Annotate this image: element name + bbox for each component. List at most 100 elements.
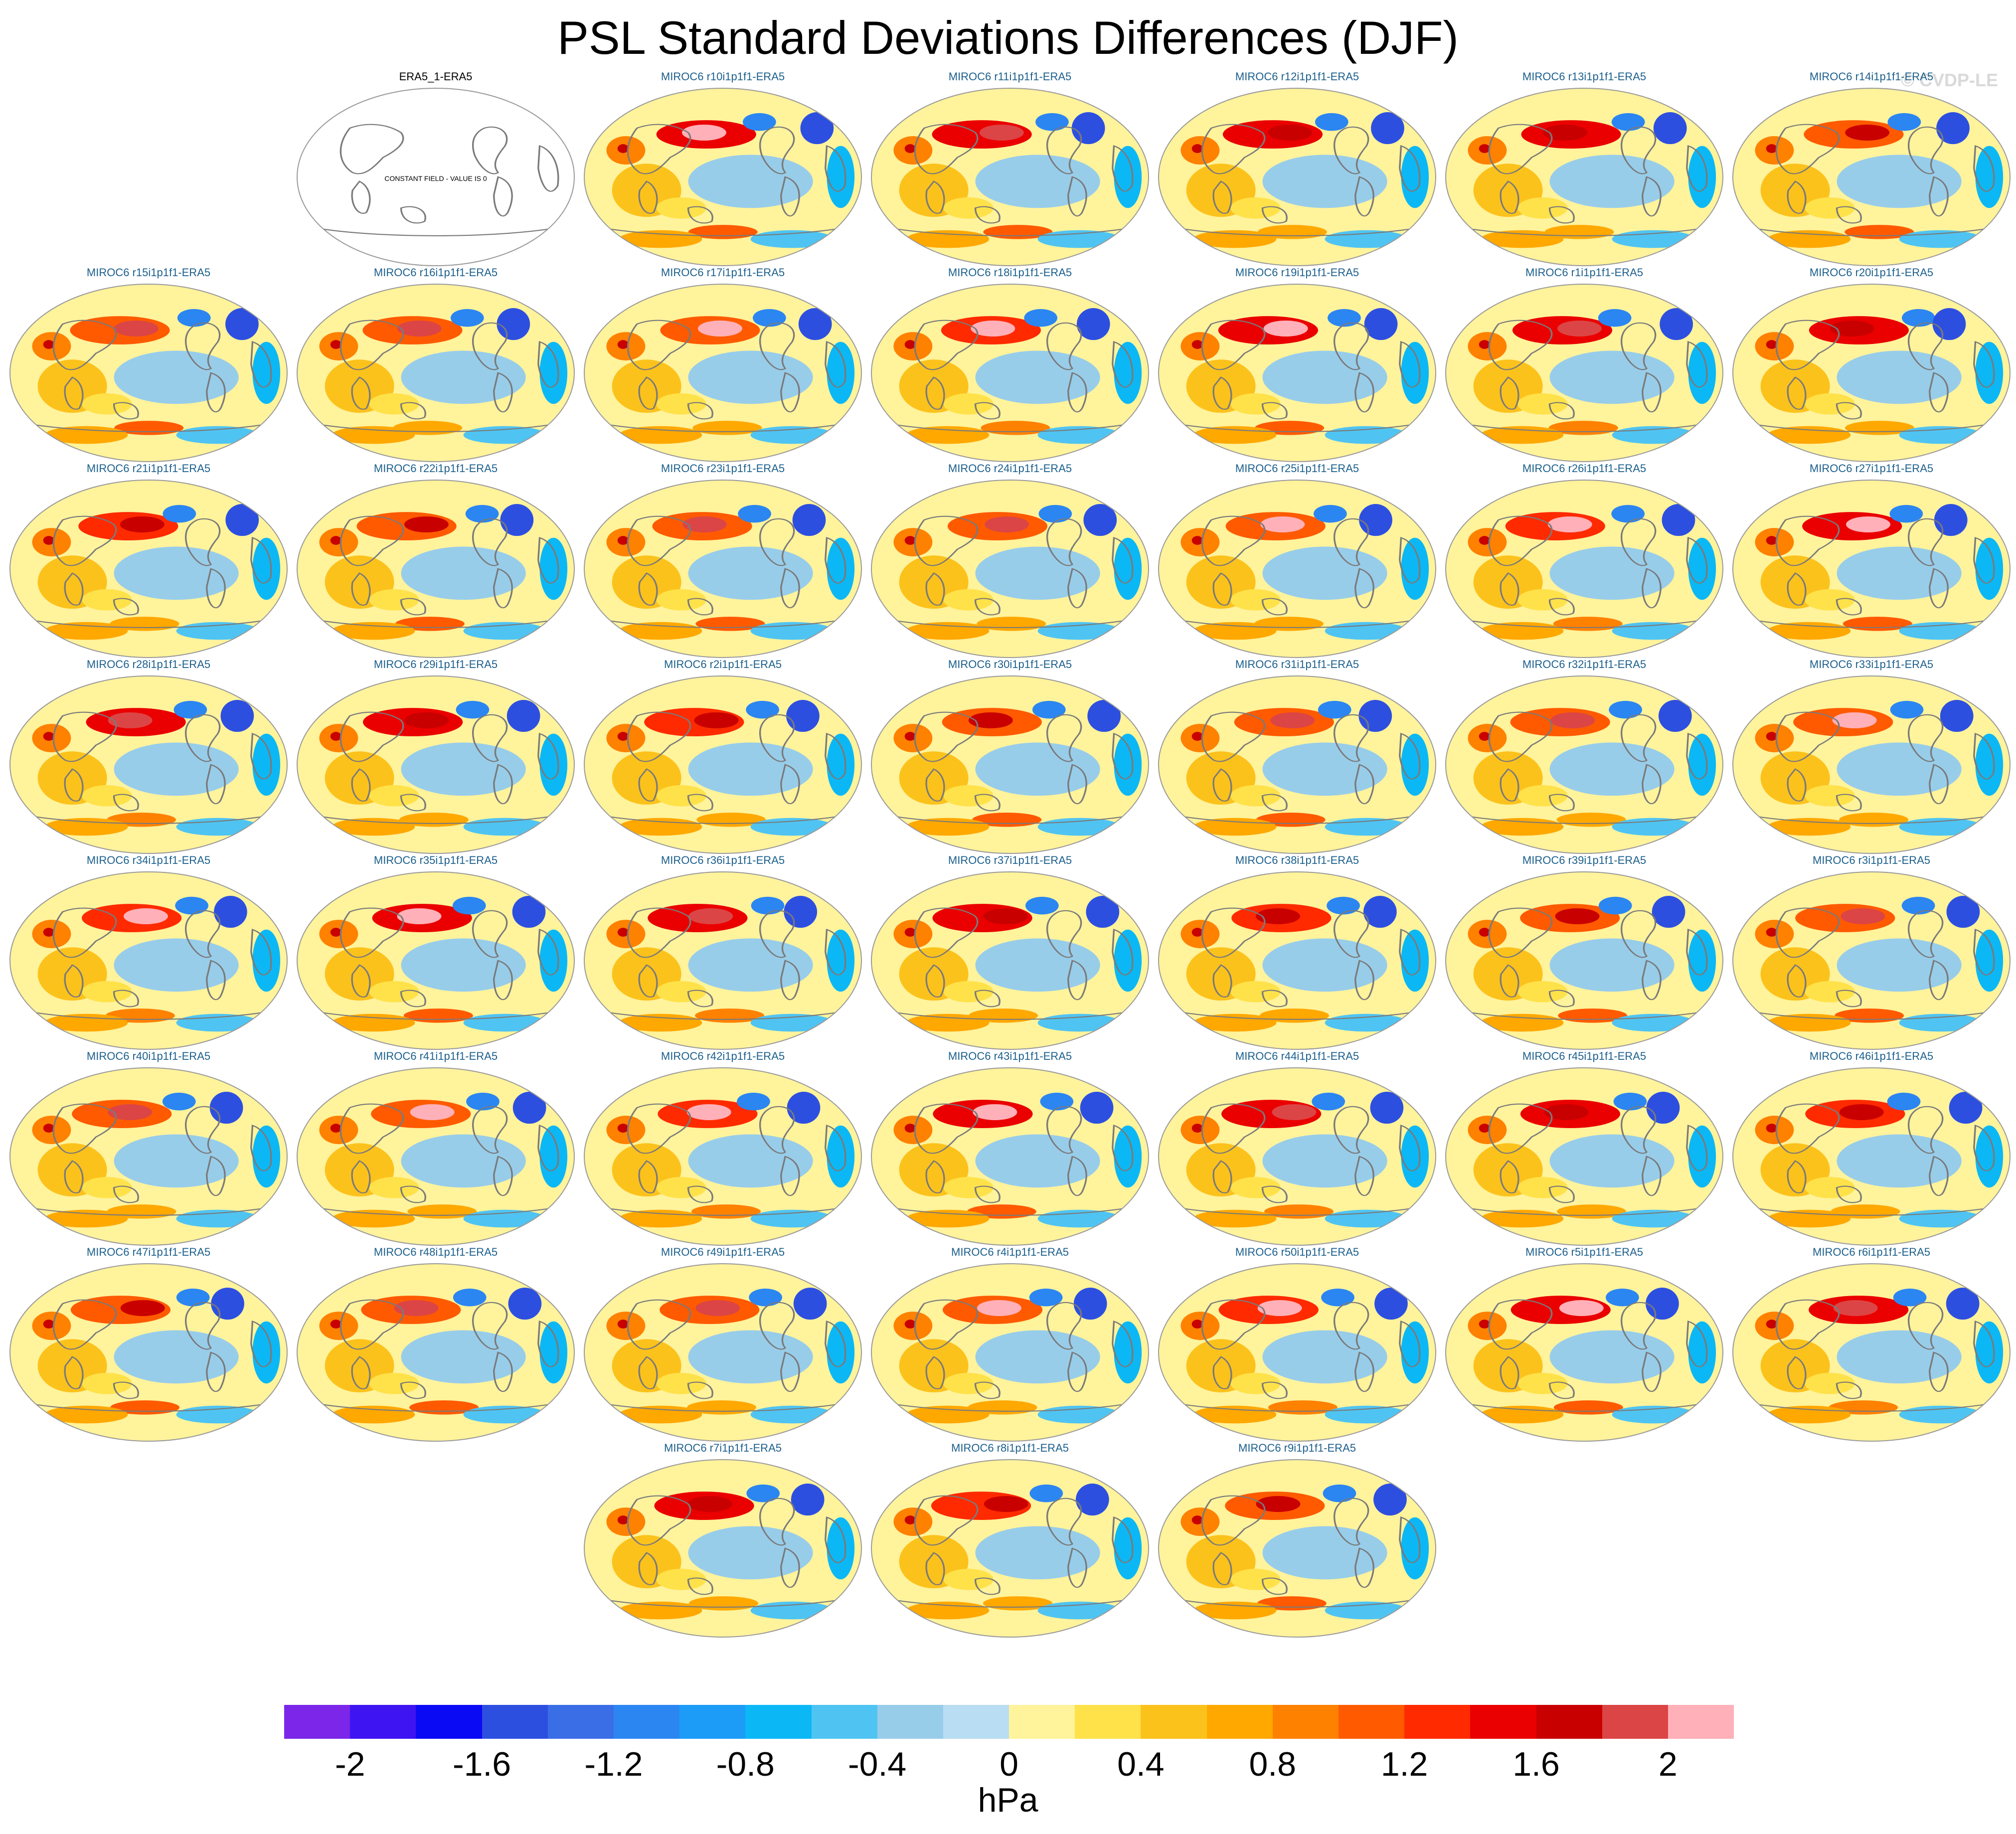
coastline (1165, 225, 1429, 236)
map-panel: MIROC6 r12i1p1f1-ERA5 (1158, 70, 1436, 266)
anomaly-contour (1839, 813, 1909, 827)
coastline (400, 1381, 426, 1399)
map-panel: MIROC6 r31i1p1f1-ERA5 (1158, 658, 1436, 854)
anomaly-contour (973, 1104, 1017, 1121)
coastline (1739, 813, 2004, 824)
coastline (1686, 929, 1708, 976)
coastline (974, 1577, 1001, 1595)
coastline (537, 145, 559, 192)
map-panel: MIROC6 r5i1p1f1-ERA5 (1445, 1246, 1723, 1442)
anomaly-contour (1479, 340, 1490, 349)
coastline (1548, 1185, 1575, 1203)
map-outline (584, 675, 862, 854)
anomaly-contour (1766, 340, 1777, 349)
anomaly-contour (1949, 1092, 1983, 1124)
anomaly-contour (1401, 733, 1429, 796)
coastline (1908, 1302, 1944, 1350)
anomaly-contour (332, 622, 415, 640)
coastline (472, 1302, 508, 1350)
coastline (1334, 322, 1369, 370)
anomaly-contour (114, 320, 159, 337)
coastline (1399, 1321, 1421, 1367)
coastline (638, 376, 658, 410)
anomaly-contour (752, 309, 786, 327)
coastline (1548, 1381, 1575, 1399)
anomaly-contour (330, 1320, 341, 1329)
anomaly-contour (1517, 981, 1568, 1002)
anomaly-contour (943, 785, 994, 807)
coastline (1787, 768, 1807, 802)
coastline (825, 537, 846, 584)
coastline (472, 714, 508, 762)
anomaly-contour (1688, 146, 1716, 208)
anomaly-contour (738, 504, 771, 523)
coastline (1452, 1400, 1716, 1412)
anomaly-contour (1193, 1601, 1277, 1620)
colorbar-units: hPa (978, 1781, 1038, 1819)
panel-title: MIROC6 r37i1p1f1-ERA5 (948, 854, 1072, 866)
anomaly-contour (450, 309, 484, 327)
coastline (250, 341, 272, 388)
coastline (591, 1596, 855, 1608)
coastline (627, 1103, 691, 1154)
map-panel: MIROC6 r27i1p1f1-ERA5 (1732, 462, 2011, 658)
coastline (1201, 907, 1266, 958)
panel-title: MIROC6 r50i1p1f1-ERA5 (1235, 1246, 1359, 1258)
anomaly-contour (44, 818, 128, 836)
coastline (627, 320, 691, 370)
coastline (1500, 1356, 1519, 1389)
panel-title: MIROC6 r25i1p1f1-ERA5 (1235, 462, 1359, 475)
panel-title: MIROC6 r11i1p1f1-ERA5 (949, 70, 1072, 83)
coastline (304, 1204, 568, 1216)
coastline (925, 768, 945, 802)
anomaly-contour (906, 1601, 990, 1620)
map-outline (1445, 88, 1723, 266)
anomaly-contour (1114, 341, 1142, 404)
anomaly-contour (694, 712, 739, 729)
anomaly-contour (466, 1092, 500, 1111)
anomaly-contour (1805, 1372, 1855, 1394)
anomaly-contour (539, 1321, 568, 1384)
map-outline (9, 284, 288, 462)
panel-title: MIROC6 r39i1p1f1-ERA5 (1522, 854, 1646, 866)
anomaly-contour (793, 1288, 827, 1320)
anomaly-contour (539, 929, 568, 992)
colorbar-box (877, 1705, 943, 1739)
anomaly-contour (1257, 1300, 1302, 1317)
coastline (1973, 929, 1995, 976)
coastline (1261, 1577, 1288, 1595)
panel-title: ERA5_1-ERA5 (399, 70, 473, 83)
coastline (974, 990, 1001, 1007)
anomaly-contour (1805, 981, 1855, 1002)
coastline (64, 768, 84, 802)
anomaly-contour (1767, 426, 1851, 444)
coastline (1787, 1356, 1807, 1389)
anomaly-contour (619, 622, 702, 640)
anomaly-contour (1688, 733, 1716, 796)
map-panel: MIROC6 r11i1p1f1-ERA5 (871, 70, 1149, 266)
panel-title: MIROC6 r18i1p1f1-ERA5 (948, 266, 1072, 279)
coastline (1201, 711, 1266, 762)
map-outline (584, 871, 862, 1050)
anomaly-contour (1767, 1405, 1851, 1424)
panel-title: MIROC6 r31i1p1f1-ERA5 (1235, 658, 1359, 670)
coastline (493, 568, 513, 609)
anomaly-contour (1805, 197, 1855, 219)
anomaly-contour (43, 340, 54, 349)
coastline (1212, 1552, 1232, 1585)
anomaly-contour (1327, 896, 1360, 915)
coastline (914, 1495, 979, 1546)
colorbar-box (1470, 1705, 1536, 1739)
coastline (250, 733, 272, 780)
panel-title: MIROC6 r2i1p1f1-ERA5 (664, 658, 782, 670)
coastline (339, 1299, 404, 1350)
anomaly-contour (943, 981, 994, 1002)
coastline (1836, 598, 1862, 616)
coastline (1165, 1204, 1429, 1216)
coastline (339, 320, 404, 370)
coastline (1046, 1302, 1082, 1350)
coastline (1642, 1156, 1662, 1196)
anomaly-contour (1114, 1517, 1142, 1580)
map-panel: MIROC6 r2i1p1f1-ERA5 (584, 658, 862, 854)
coastline (1908, 1106, 1944, 1154)
